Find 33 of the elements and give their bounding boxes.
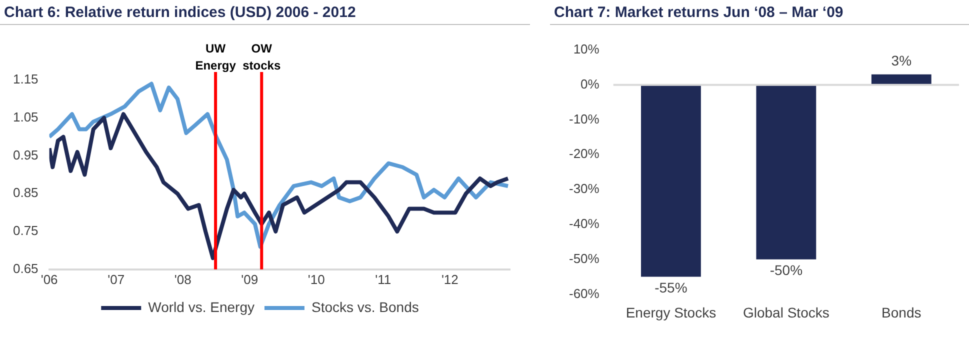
ref-line-label: OW stocks — [242, 41, 281, 72]
chart-title: Chart 7: Market returns Jun ‘08 – Mar ‘09 — [550, 0, 969, 25]
y-tick-label: -30% — [568, 181, 600, 196]
y-tick-label: 0.65 — [12, 260, 38, 276]
x-tick-label: Energy Stocks — [626, 304, 716, 320]
legend-label: World vs. Energy — [148, 298, 254, 315]
y-tick-label: 1.05 — [12, 109, 38, 124]
y-tick-label: -40% — [568, 216, 600, 232]
data-label: -55% — [654, 280, 688, 296]
y-tick-label: 0.85 — [12, 185, 38, 200]
x-tick-label: '12 — [441, 272, 458, 287]
ref-line-label: UW Energy — [195, 41, 236, 72]
y-tick-label: 1.15 — [12, 72, 38, 87]
data-label: 3% — [891, 52, 912, 68]
x-tick-label: '09 — [241, 272, 258, 287]
y-tick-label: 0.95 — [12, 147, 38, 162]
y-tick-label: -60% — [568, 286, 600, 301]
x-tick-label: Global Stocks — [742, 304, 830, 320]
legend-label: Stocks vs. Bonds — [311, 298, 419, 315]
x-tick-label: '11 — [375, 272, 392, 287]
y-tick-label: 10% — [573, 42, 600, 57]
chart-title: Chart 6: Relative return indices (USD) 2006 - 2012 — [0, 0, 530, 25]
x-tick-label: '06 — [40, 272, 58, 287]
y-tick-label: -10% — [568, 111, 600, 126]
x-tick-label: '07 — [108, 272, 125, 287]
y-tick-label: 0.75 — [12, 223, 38, 238]
y-tick-label: -20% — [568, 146, 600, 162]
y-tick-label: -50% — [568, 250, 600, 266]
y-tick-label: 0% — [580, 76, 600, 92]
x-tick-label: '10 — [308, 272, 325, 287]
x-tick-label: Bonds — [882, 304, 922, 320]
data-label: -50% — [770, 262, 803, 278]
x-tick-label: '08 — [174, 272, 192, 287]
